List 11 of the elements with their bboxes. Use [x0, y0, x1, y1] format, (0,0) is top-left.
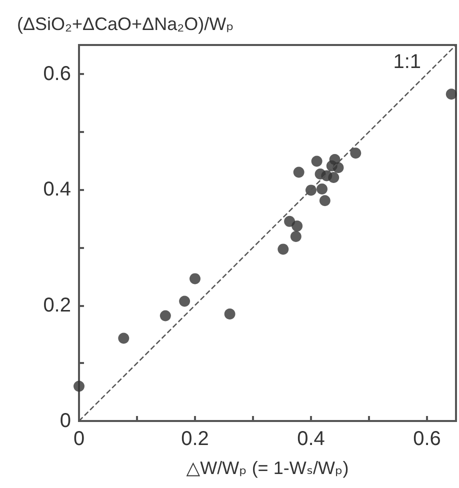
x-tick-label: 0 — [73, 428, 85, 450]
x-tick-label: 0.6 — [413, 428, 441, 450]
y-tick-label: 0.6 — [43, 62, 71, 85]
y-axis-title: (ΔSiO₂+ΔCaO+ΔNa₂O)/Wₚ — [17, 14, 234, 34]
y-tick-label: 0.4 — [43, 178, 71, 201]
x-tick-label: 0.2 — [181, 428, 209, 450]
annotation: 1:1 — [393, 51, 422, 73]
y-tick-label: 0.2 — [43, 294, 71, 316]
x-tick-label: 0.4 — [297, 428, 325, 450]
x-axis-title: △W/Wₚ (= 1-Wₛ/Wₚ) — [186, 458, 349, 478]
y-tick-label: 0 — [60, 410, 71, 432]
